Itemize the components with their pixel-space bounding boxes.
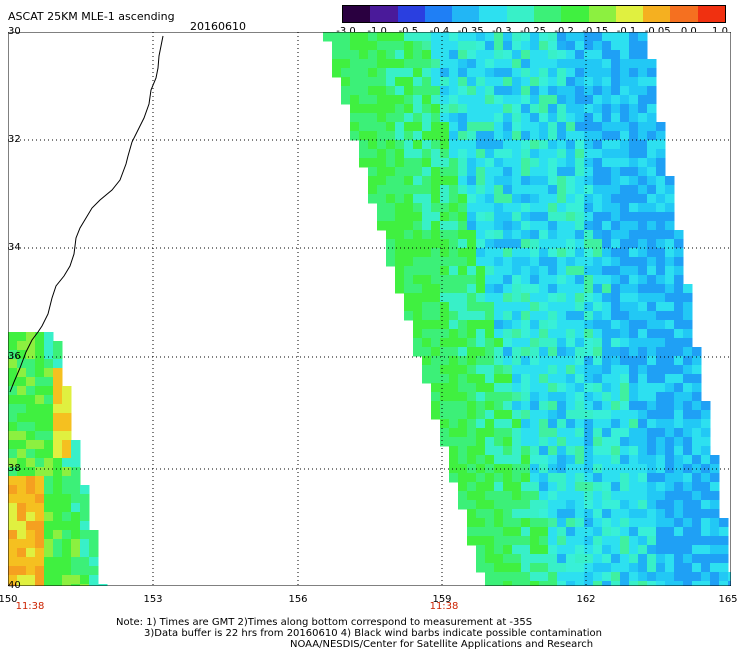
swath-time-right: 11:38 [429, 601, 459, 612]
lon-label-159: 159 [432, 594, 452, 605]
colorbar-segment [643, 6, 671, 22]
colorbar-segment [370, 6, 398, 22]
footer-note-2: 3)Data buffer is 22 hrs from 20160610 4)… [144, 628, 602, 639]
colorbar-segment [506, 6, 534, 22]
lon-label-150: 150 [0, 594, 18, 605]
footer-note-3: NOAA/NESDIS/Center for Satellite Applica… [290, 639, 594, 650]
colorbar-segment [697, 6, 725, 22]
swath-map [8, 32, 731, 586]
footer-note-1: Note: 1) Times are GMT 2)Times along bot… [116, 617, 533, 628]
lon-label-153: 153 [143, 594, 163, 605]
colorbar-segment [670, 6, 698, 22]
colorbar-segment [424, 6, 453, 22]
grid-lines [8, 32, 731, 586]
lat-label-32: 32 [8, 134, 21, 145]
swath-data [8, 32, 731, 586]
colorbar [342, 5, 726, 23]
colorbar-segment [397, 6, 425, 22]
lat-label-30: 30 [8, 26, 21, 37]
lon-label-156: 156 [288, 594, 308, 605]
colorbar-segment [561, 6, 589, 22]
lat-label-34: 34 [8, 242, 21, 253]
colorbar-segment [343, 6, 371, 22]
colorbar-segment [452, 6, 480, 22]
chart-title: ASCAT 25KM MLE-1 ascending [8, 10, 175, 23]
lon-label-165: 165 [718, 594, 738, 605]
chart-date: 20160610 [190, 20, 246, 33]
colorbar-segment [533, 6, 562, 22]
lat-label-40: 40 [8, 580, 21, 591]
colorbar-segment [615, 6, 644, 22]
coastline [9, 35, 164, 393]
swath-time-left: 11:38 [15, 601, 45, 612]
colorbar-segment [479, 6, 507, 22]
lat-label-38: 38 [8, 463, 21, 474]
lon-label-162: 162 [576, 594, 596, 605]
lat-label-36: 36 [8, 351, 21, 362]
colorbar-segment [588, 6, 616, 22]
